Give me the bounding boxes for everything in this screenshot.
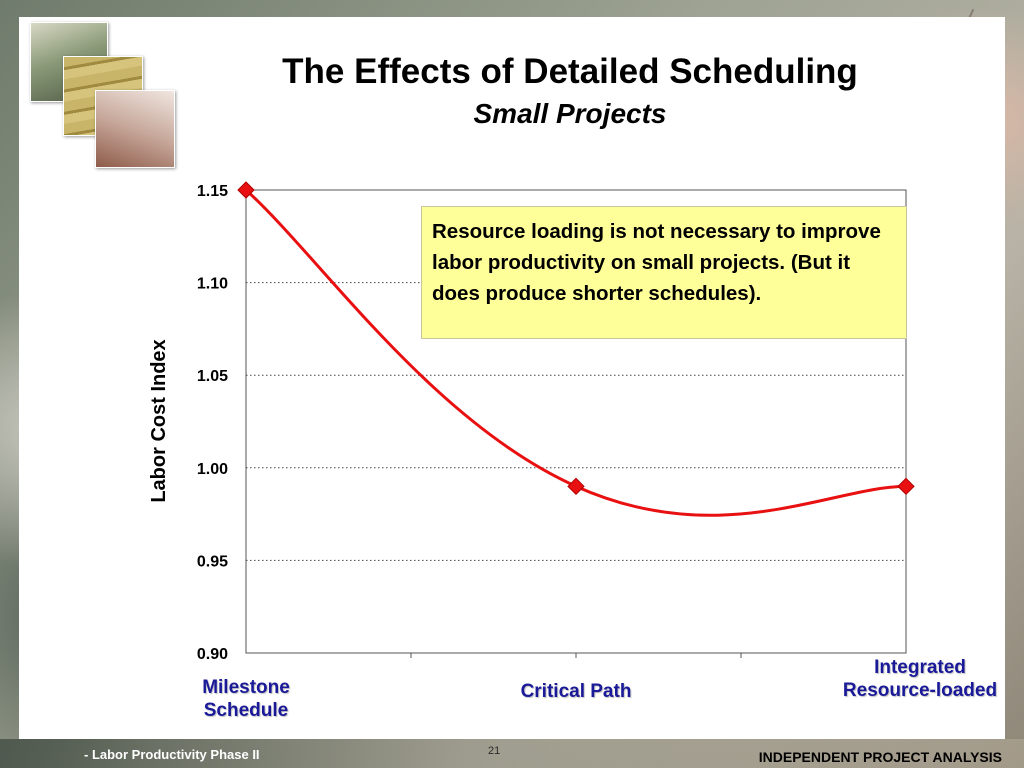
y-tick-label: 1.10	[197, 276, 228, 293]
y-tick-label: 1.00	[197, 461, 228, 478]
plant-photo-thumbnail	[95, 90, 175, 168]
footer-bar	[0, 739, 1024, 768]
y-tick-label: 0.95	[197, 553, 228, 570]
data-point-marker	[567, 477, 585, 496]
chart-subtitle: Small Projects	[473, 98, 667, 129]
footer-project-name: - Labor Productivity Phase II	[84, 747, 260, 762]
header-photo-collage	[0, 0, 180, 170]
data-point-marker	[897, 477, 915, 496]
x-category-label: Integrated Resource-loaded	[820, 656, 1020, 702]
x-category-label-line: Milestone	[202, 677, 290, 698]
y-axis-label: Labor Cost Index	[148, 339, 170, 502]
x-category-label: Critical Path	[492, 680, 660, 703]
footer-company-name: INDEPENDENT PROJECT ANALYSIS	[758, 749, 1002, 765]
chart-title: The Effects of Detailed Scheduling	[282, 52, 858, 91]
page-number: 21	[488, 745, 501, 757]
x-category-label-line: Resource-loaded	[842, 680, 998, 701]
x-category-label-line: Critical Path	[520, 681, 632, 702]
y-tick-label: 1.05	[197, 368, 228, 385]
data-point-marker	[237, 181, 255, 199]
y-tick-label: 1.15	[197, 183, 228, 200]
callout-note: Resource loading is not necessary to imp…	[421, 206, 907, 339]
x-category-label: Milestone Schedule	[196, 676, 296, 722]
x-category-label-line: Integrated	[874, 657, 966, 678]
slide-canvas	[19, 17, 1005, 739]
y-tick-label: 0.90	[197, 646, 228, 663]
x-category-label-line: Schedule	[203, 700, 289, 721]
